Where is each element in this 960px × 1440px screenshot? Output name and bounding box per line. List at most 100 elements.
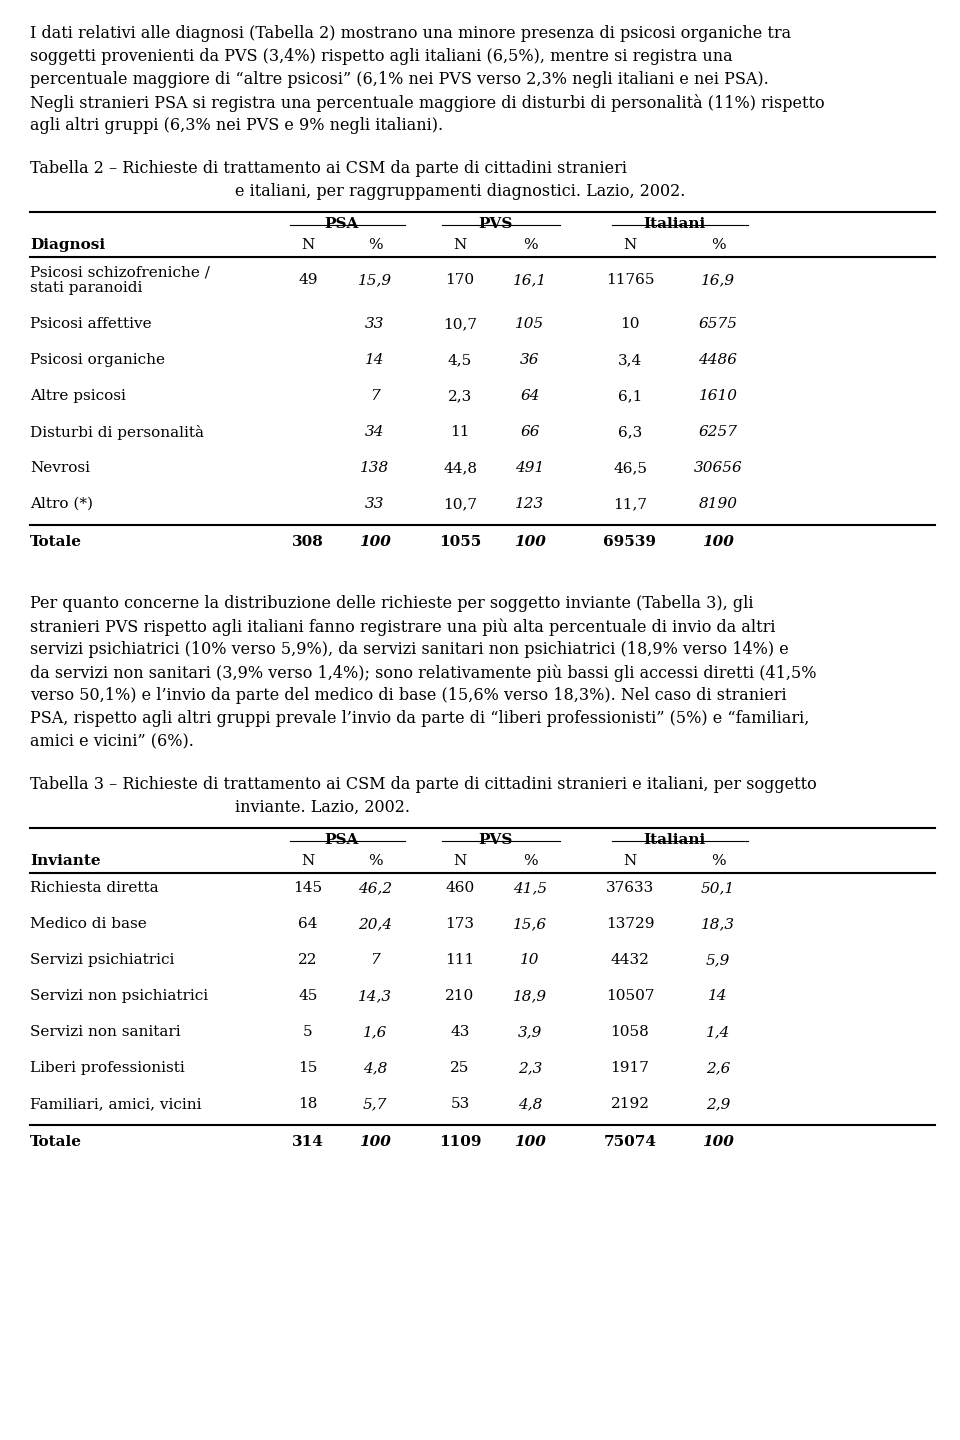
Text: 11: 11 xyxy=(450,425,469,439)
Text: 2192: 2192 xyxy=(611,1097,650,1112)
Text: 460: 460 xyxy=(445,881,474,896)
Text: 41,5: 41,5 xyxy=(513,881,547,896)
Text: 46,2: 46,2 xyxy=(358,881,392,896)
Text: 75074: 75074 xyxy=(604,1135,657,1149)
Text: Servizi non sanitari: Servizi non sanitari xyxy=(30,1025,180,1040)
Text: Italiani: Italiani xyxy=(643,832,706,847)
Text: 170: 170 xyxy=(445,274,474,287)
Text: inviante. Lazio, 2002.: inviante. Lazio, 2002. xyxy=(235,799,410,816)
Text: 13729: 13729 xyxy=(606,917,655,932)
Text: 25: 25 xyxy=(450,1061,469,1076)
Text: 6,3: 6,3 xyxy=(618,425,642,439)
Text: 2,3: 2,3 xyxy=(517,1061,542,1076)
Text: 14: 14 xyxy=(365,353,385,367)
Text: 10,7: 10,7 xyxy=(443,317,477,331)
Text: Diagnosi: Diagnosi xyxy=(30,238,106,252)
Text: verso 50,1%) e l’invio da parte del medico di base (15,6% verso 18,3%). Nel caso: verso 50,1%) e l’invio da parte del medi… xyxy=(30,687,786,704)
Text: 30656: 30656 xyxy=(694,461,742,475)
Text: 7: 7 xyxy=(371,953,380,968)
Text: stati paranoidi: stati paranoidi xyxy=(30,281,142,295)
Text: 100: 100 xyxy=(359,536,391,549)
Text: 69539: 69539 xyxy=(604,536,657,549)
Text: 22: 22 xyxy=(299,953,318,968)
Text: 5,9: 5,9 xyxy=(706,953,731,968)
Text: 6,1: 6,1 xyxy=(618,389,642,403)
Text: 66: 66 xyxy=(520,425,540,439)
Text: 37633: 37633 xyxy=(606,881,654,896)
Text: 3,9: 3,9 xyxy=(517,1025,542,1040)
Text: 33: 33 xyxy=(365,497,385,511)
Text: I dati relativi alle diagnosi (Tabella 2) mostrano una minore presenza di psicos: I dati relativi alle diagnosi (Tabella 2… xyxy=(30,24,791,42)
Text: %: % xyxy=(368,238,382,252)
Text: 111: 111 xyxy=(445,953,474,968)
Text: 14: 14 xyxy=(708,989,728,1004)
Text: Familiari, amici, vicini: Familiari, amici, vicini xyxy=(30,1097,202,1112)
Text: Totale: Totale xyxy=(30,536,82,549)
Text: Psicosi affettive: Psicosi affettive xyxy=(30,317,152,331)
Text: 4432: 4432 xyxy=(611,953,649,968)
Text: 2,6: 2,6 xyxy=(706,1061,731,1076)
Text: 2,9: 2,9 xyxy=(706,1097,731,1112)
Text: 1109: 1109 xyxy=(439,1135,481,1149)
Text: 100: 100 xyxy=(359,1135,391,1149)
Text: 10: 10 xyxy=(620,317,639,331)
Text: Nevrosi: Nevrosi xyxy=(30,461,90,475)
Text: 100: 100 xyxy=(514,536,546,549)
Text: 11,7: 11,7 xyxy=(613,497,647,511)
Text: 1917: 1917 xyxy=(611,1061,649,1076)
Text: Psicosi organiche: Psicosi organiche xyxy=(30,353,165,367)
Text: 18: 18 xyxy=(299,1097,318,1112)
Text: 15: 15 xyxy=(299,1061,318,1076)
Text: 1,4: 1,4 xyxy=(706,1025,731,1040)
Text: da servizi non sanitari (3,9% verso 1,4%); sono relativamente più bassi gli acce: da servizi non sanitari (3,9% verso 1,4%… xyxy=(30,664,817,681)
Text: 64: 64 xyxy=(520,389,540,403)
Text: 49: 49 xyxy=(299,274,318,287)
Text: 6575: 6575 xyxy=(699,317,737,331)
Text: N: N xyxy=(453,854,467,868)
Text: 14,3: 14,3 xyxy=(358,989,392,1004)
Text: 15,9: 15,9 xyxy=(358,274,392,287)
Text: 10: 10 xyxy=(520,953,540,968)
Text: 10507: 10507 xyxy=(606,989,655,1004)
Text: Altre psicosi: Altre psicosi xyxy=(30,389,126,403)
Text: Servizi psichiatrici: Servizi psichiatrici xyxy=(30,953,175,968)
Text: 53: 53 xyxy=(450,1097,469,1112)
Text: N: N xyxy=(623,238,636,252)
Text: Richiesta diretta: Richiesta diretta xyxy=(30,881,158,896)
Text: 6257: 6257 xyxy=(699,425,737,439)
Text: e italiani, per raggruppamenti diagnostici. Lazio, 2002.: e italiani, per raggruppamenti diagnosti… xyxy=(235,183,685,200)
Text: 100: 100 xyxy=(702,536,734,549)
Text: 1058: 1058 xyxy=(611,1025,649,1040)
Text: 4,5: 4,5 xyxy=(448,353,472,367)
Text: PSA, rispetto agli altri gruppi prevale l’invio da parte di “liberi professionis: PSA, rispetto agli altri gruppi prevale … xyxy=(30,710,809,727)
Text: Per quanto concerne la distribuzione delle richieste per soggetto inviante (Tabe: Per quanto concerne la distribuzione del… xyxy=(30,595,754,612)
Text: 5,7: 5,7 xyxy=(363,1097,387,1112)
Text: 123: 123 xyxy=(516,497,544,511)
Text: 46,5: 46,5 xyxy=(613,461,647,475)
Text: 15,6: 15,6 xyxy=(513,917,547,932)
Text: Liberi professionisti: Liberi professionisti xyxy=(30,1061,184,1076)
Text: Italiani: Italiani xyxy=(643,217,706,230)
Text: 5: 5 xyxy=(303,1025,313,1040)
Text: 1,6: 1,6 xyxy=(363,1025,387,1040)
Text: 210: 210 xyxy=(445,989,474,1004)
Text: Altro (*): Altro (*) xyxy=(30,497,93,511)
Text: 16,9: 16,9 xyxy=(701,274,735,287)
Text: 33: 33 xyxy=(365,317,385,331)
Text: N: N xyxy=(301,854,315,868)
Text: 2,3: 2,3 xyxy=(448,389,472,403)
Text: Tabella 3 – Richieste di trattamento ai CSM da parte di cittadini stranieri e it: Tabella 3 – Richieste di trattamento ai … xyxy=(30,776,817,793)
Text: 3,4: 3,4 xyxy=(618,353,642,367)
Text: 8190: 8190 xyxy=(699,497,737,511)
Text: %: % xyxy=(710,238,726,252)
Text: 1055: 1055 xyxy=(439,536,481,549)
Text: 100: 100 xyxy=(514,1135,546,1149)
Text: 4,8: 4,8 xyxy=(517,1097,542,1112)
Text: 1610: 1610 xyxy=(699,389,737,403)
Text: 64: 64 xyxy=(299,917,318,932)
Text: PSA: PSA xyxy=(324,832,359,847)
Text: 4486: 4486 xyxy=(699,353,737,367)
Text: amici e vicini” (6%).: amici e vicini” (6%). xyxy=(30,733,194,750)
Text: 308: 308 xyxy=(292,536,324,549)
Text: %: % xyxy=(522,854,538,868)
